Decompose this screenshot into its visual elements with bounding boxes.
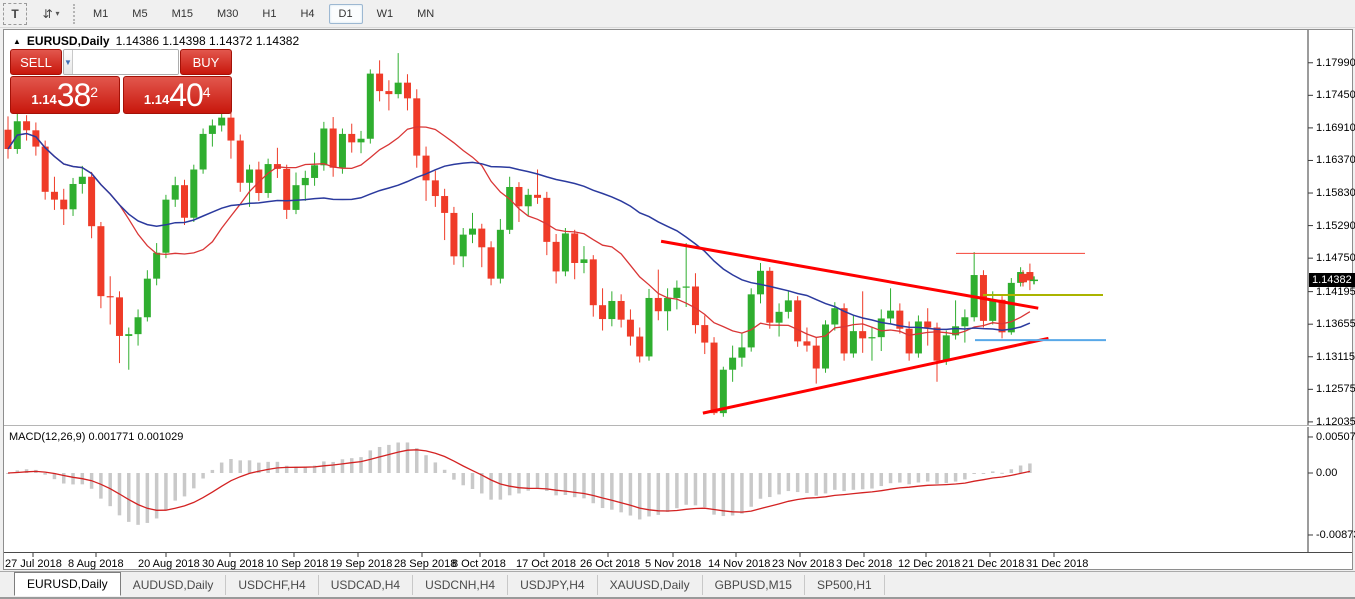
price-tick-label: 1.17450: [1316, 89, 1355, 102]
date-tick-label: 8 Aug 2018: [68, 558, 124, 570]
tab-usdcad-h4[interactable]: USDCAD,H4: [319, 574, 414, 595]
buy-price-display[interactable]: 1.14 40 4: [122, 76, 232, 114]
date-tick-label: 10 Sep 2018: [266, 558, 329, 570]
sell-price-whole: 1.14: [31, 92, 57, 107]
date-tick-label: 3 Dec 2018: [836, 558, 893, 570]
price-tick-label: 1.12575: [1316, 383, 1355, 396]
volume-decrease-button[interactable]: ▼: [64, 50, 73, 74]
volume-input[interactable]: [72, 50, 178, 74]
timeframe-h1[interactable]: H1: [262, 7, 277, 20]
timeframe-h4[interactable]: H4: [300, 7, 315, 20]
tab-audusd-daily[interactable]: AUDUSD,Daily: [121, 574, 227, 595]
date-tick-label: 19 Sep 2018: [330, 558, 393, 570]
macd-tick-label: 0.005074: [1316, 430, 1355, 443]
sell-button[interactable]: SELL: [10, 49, 62, 75]
chart-title: ▲ EURUSD,Daily 1.14386 1.14398 1.14372 1…: [13, 34, 299, 48]
macd-value: 0.001771: [88, 431, 135, 443]
top-toolbar: T ⇵ ▾ M1 M5 M15 M30 H1 H4 D1 W1 MN: [0, 0, 1355, 28]
chart-tab-bar: EURUSD,Daily AUDUSD,Daily USDCHF,H4 USDC…: [0, 571, 1355, 599]
collapse-panel-icon[interactable]: ▲: [13, 36, 21, 46]
buy-price-whole: 1.14: [143, 92, 170, 107]
symbol-period-label: EURUSD,Daily: [26, 34, 110, 48]
date-tick-label: 21 Dec 2018: [962, 558, 1025, 570]
sell-price-point: 2: [90, 84, 99, 100]
date-tick-label: 12 Dec 2018: [898, 558, 961, 570]
date-tick-label: 5 Nov 2018: [645, 558, 702, 570]
tab-usdchf-h4[interactable]: USDCHF,H4: [226, 574, 319, 595]
timeframe-m5[interactable]: M5: [132, 7, 148, 20]
price-tick-label: 1.13655: [1316, 318, 1355, 331]
tab-sp500-h1[interactable]: SP500,H1: [805, 574, 885, 595]
date-tick-label: 27 Jul 2018: [5, 558, 62, 570]
ohlc-quotes-label: 1.14386 1.14398 1.14372 1.14382: [115, 34, 300, 48]
tab-gbpusd-m15[interactable]: GBPUSD,M15: [703, 574, 805, 595]
price-tick-label: 1.16370: [1316, 154, 1355, 167]
chevron-down-icon: ▾: [55, 9, 60, 18]
arrange-windows-button[interactable]: ⇵ ▾: [39, 3, 63, 25]
price-tick-label: 1.12035: [1316, 415, 1355, 428]
sell-price-display[interactable]: 1.14 38 2: [10, 76, 120, 114]
price-tick-label: 1.16910: [1316, 121, 1355, 134]
price-tick-label: 1.14750: [1316, 252, 1355, 265]
timeframe-mn[interactable]: MN: [417, 7, 435, 20]
tabbar-divider: [0, 571, 1355, 572]
date-tick-label: 28 Sep 2018: [394, 558, 457, 570]
price-tick-label: 1.15830: [1316, 187, 1355, 200]
one-click-trading-panel: SELL ▼ ▲ BUY 1.14 38 2 1.14 40 4: [10, 49, 232, 115]
sell-price-pips: 38: [56, 77, 92, 113]
macd-tick-label: 0.00: [1316, 467, 1338, 479]
macd-signal-value: 0.001029: [137, 431, 184, 443]
buy-price-point: 4: [202, 84, 211, 100]
buy-price-pips: 40: [169, 77, 204, 113]
date-tick-label: 26 Oct 2018: [580, 558, 640, 570]
date-tick-label: 17 Oct 2018: [516, 558, 576, 570]
price-tick-label: 1.17990: [1316, 56, 1355, 69]
tab-eurusd-daily[interactable]: EURUSD,Daily: [14, 571, 121, 596]
tab-xauusd-daily[interactable]: XAUUSD,Daily: [598, 574, 703, 595]
timeframe-m30[interactable]: M30: [216, 7, 239, 20]
date-tick-label: 30 Aug 2018: [202, 558, 264, 570]
price-tick-label: 1.14195: [1316, 285, 1355, 298]
arrange-icon: ⇵: [42, 6, 53, 21]
date-tick-label: 31 Dec 2018: [1026, 558, 1089, 570]
text-tool-button[interactable]: T: [3, 2, 27, 25]
date-tick-label: 8 Oct 2018: [452, 558, 506, 570]
toolbar-grip: [73, 3, 75, 24]
price-tick-label: 1.13115: [1316, 350, 1355, 363]
timeframe-m1[interactable]: M1: [93, 7, 109, 20]
macd-tick-label: -0.00873: [1316, 528, 1355, 541]
volume-stepper: ▼ ▲: [63, 49, 179, 75]
date-tick-label: 14 Nov 2018: [708, 558, 771, 570]
buy-button[interactable]: BUY: [180, 49, 232, 75]
tab-usdjpy-h4[interactable]: USDJPY,H4: [508, 574, 598, 595]
current-price-tag: 1.14382: [1309, 273, 1355, 288]
timeframe-w1[interactable]: W1: [376, 7, 394, 20]
macd-indicator-label: MACD(12,26,9) 0.001771 0.001029: [9, 431, 183, 443]
date-tick-label: 20 Aug 2018: [138, 558, 200, 570]
timeframe-d1[interactable]: D1: [328, 3, 363, 24]
macd-name: MACD(12,26,9): [9, 431, 86, 443]
indicator-separator[interactable]: [4, 425, 1352, 427]
price-tick-label: 1.15290: [1316, 219, 1355, 232]
time-axis-line: [4, 552, 1352, 553]
date-tick-label: 23 Nov 2018: [772, 558, 835, 570]
timeframe-m15[interactable]: M15: [171, 7, 193, 20]
tab-usdcnh-h4[interactable]: USDCNH,H4: [413, 574, 509, 595]
